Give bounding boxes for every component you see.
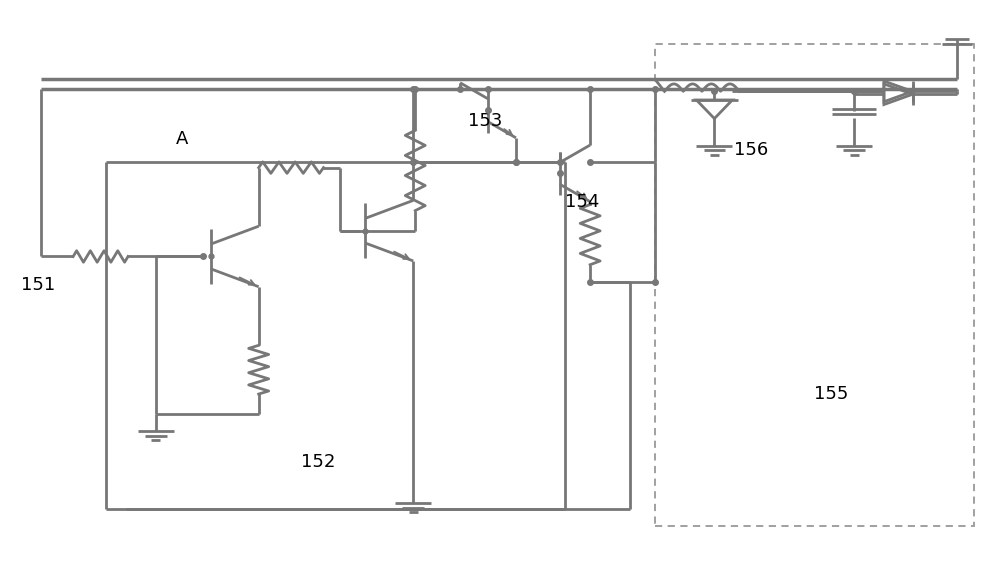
Text: 151: 151 <box>21 276 56 294</box>
Text: 154: 154 <box>565 192 599 211</box>
Text: 155: 155 <box>814 385 848 403</box>
Text: 156: 156 <box>734 141 769 159</box>
Text: A: A <box>176 130 188 147</box>
Bar <box>655 44 974 526</box>
Text: 153: 153 <box>468 112 502 130</box>
Text: 152: 152 <box>301 453 335 471</box>
